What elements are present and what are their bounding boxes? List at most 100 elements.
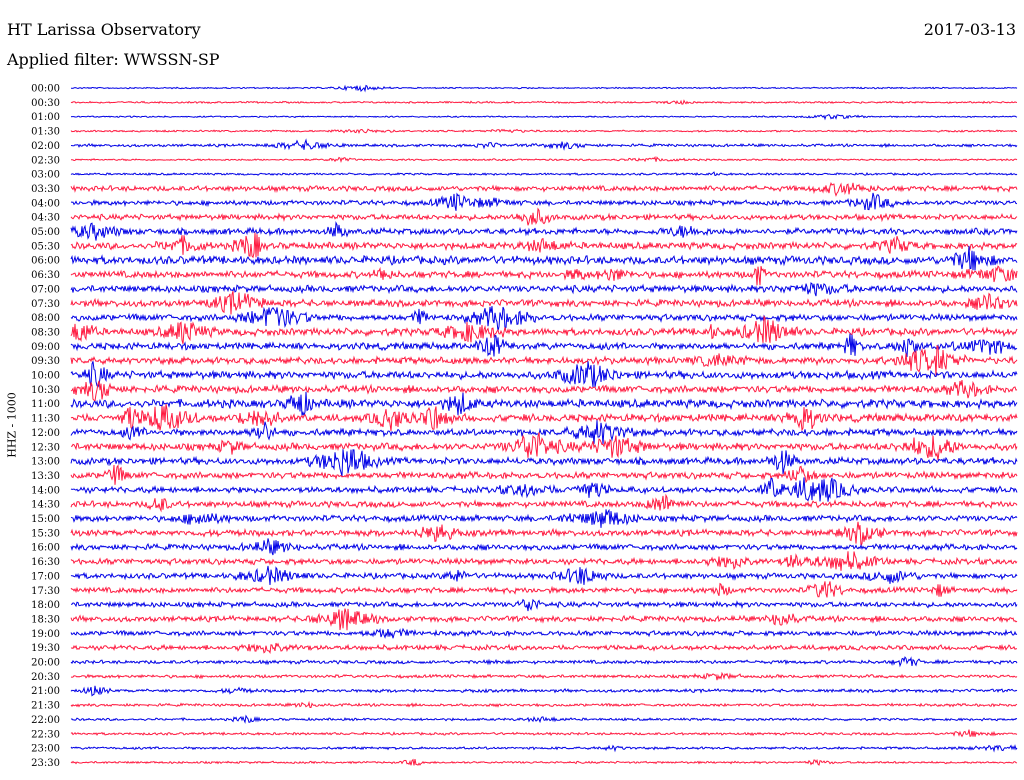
record-date: 2017-03-13 bbox=[923, 20, 1016, 39]
row-label: 08:30 bbox=[31, 327, 60, 338]
row-label: 23:30 bbox=[31, 758, 60, 769]
trace-line bbox=[70, 420, 1018, 445]
trace-line bbox=[70, 306, 1018, 332]
trace-line bbox=[70, 345, 1018, 377]
row-label: 04:00 bbox=[31, 198, 60, 209]
row-label: 06:30 bbox=[31, 270, 60, 281]
trace-line bbox=[70, 138, 1018, 151]
filter-label: Applied filter: WWSSN-SP bbox=[7, 50, 220, 69]
trace-line bbox=[70, 290, 1018, 315]
trace-line bbox=[70, 333, 1018, 358]
trace-line bbox=[70, 265, 1018, 286]
trace-line bbox=[70, 380, 1018, 402]
trace-line bbox=[70, 758, 1018, 766]
row-label: 19:30 bbox=[31, 643, 60, 654]
trace-line bbox=[71, 598, 1018, 612]
row-label: 14:00 bbox=[31, 485, 60, 496]
row-label: 11:30 bbox=[31, 414, 60, 425]
row-label: 17:30 bbox=[31, 586, 60, 597]
trace-line bbox=[70, 744, 1018, 753]
trace-line bbox=[70, 99, 1017, 105]
trace-line bbox=[70, 493, 1018, 513]
station-title: HT Larissa Observatory bbox=[7, 20, 201, 39]
trace-line bbox=[70, 521, 1018, 547]
trace-line bbox=[70, 627, 1018, 639]
trace-line bbox=[70, 608, 1018, 631]
trace-line bbox=[70, 220, 1018, 241]
row-label: 22:00 bbox=[31, 715, 60, 726]
row-label: 10:30 bbox=[31, 385, 60, 396]
row-label: 10:00 bbox=[31, 371, 60, 382]
row-label: 07:00 bbox=[31, 284, 60, 295]
row-label: 22:30 bbox=[31, 729, 60, 740]
row-label: 04:30 bbox=[31, 213, 60, 224]
row-label: 07:30 bbox=[31, 299, 60, 310]
trace-line bbox=[70, 192, 1018, 211]
trace-line bbox=[70, 391, 1018, 418]
row-label: 02:00 bbox=[31, 141, 60, 152]
row-label: 11:00 bbox=[31, 399, 60, 410]
trace-line bbox=[70, 700, 1018, 708]
trace-line bbox=[70, 464, 1018, 485]
row-label: 05:00 bbox=[31, 227, 60, 238]
trace-line bbox=[70, 315, 1018, 345]
trace-line bbox=[71, 156, 1018, 164]
row-label: 12:30 bbox=[31, 442, 60, 453]
trace-line bbox=[70, 671, 1018, 681]
trace-line bbox=[70, 714, 1018, 724]
row-label: 12:00 bbox=[31, 428, 60, 439]
trace-line bbox=[70, 685, 1018, 697]
row-label: 13:30 bbox=[31, 471, 60, 482]
row-label: 02:30 bbox=[31, 155, 60, 166]
row-label: 18:30 bbox=[31, 614, 60, 625]
row-label: 01:00 bbox=[31, 112, 60, 123]
row-label: 18:00 bbox=[31, 600, 60, 611]
trace-line bbox=[70, 171, 1018, 176]
row-label: 21:30 bbox=[31, 701, 60, 712]
trace-line bbox=[70, 245, 1018, 271]
row-label: 09:00 bbox=[31, 342, 60, 353]
row-label: 03:00 bbox=[31, 170, 60, 181]
trace-line bbox=[70, 113, 1018, 121]
trace-line bbox=[70, 581, 1018, 598]
trace-line bbox=[70, 477, 1018, 502]
trace-line bbox=[70, 361, 1018, 388]
trace-line bbox=[70, 565, 1018, 586]
trace-line bbox=[70, 232, 1018, 259]
trace-line bbox=[70, 551, 1018, 571]
row-label: 06:00 bbox=[31, 256, 60, 267]
row-label: 23:00 bbox=[31, 744, 60, 755]
row-label: 00:00 bbox=[31, 84, 60, 95]
trace-line bbox=[70, 282, 1018, 297]
trace-line bbox=[71, 432, 1018, 461]
row-label: 17:00 bbox=[31, 571, 60, 582]
trace-line bbox=[70, 729, 1018, 738]
row-label: 03:30 bbox=[31, 184, 60, 195]
row-label: 09:30 bbox=[31, 356, 60, 367]
trace-line bbox=[70, 538, 1018, 556]
row-label: 16:30 bbox=[31, 557, 60, 568]
row-label: 19:00 bbox=[31, 629, 60, 640]
row-label: 15:30 bbox=[31, 528, 60, 539]
row-label: 21:00 bbox=[31, 686, 60, 697]
row-label: 05:30 bbox=[31, 241, 60, 252]
row-label: 16:00 bbox=[31, 543, 60, 554]
row-label: 01:30 bbox=[31, 127, 60, 138]
row-label: 15:00 bbox=[31, 514, 60, 525]
trace-line bbox=[70, 656, 1018, 668]
row-label: 14:30 bbox=[31, 500, 60, 511]
trace-line bbox=[70, 508, 1018, 528]
row-label: 20:30 bbox=[31, 672, 60, 683]
trace-line bbox=[70, 128, 1017, 135]
trace-line bbox=[70, 207, 1018, 226]
row-label: 00:30 bbox=[31, 98, 60, 109]
trace-line bbox=[70, 84, 1018, 93]
trace-line bbox=[70, 181, 1018, 197]
row-label: 20:00 bbox=[31, 658, 60, 669]
trace-line bbox=[70, 403, 1018, 432]
row-label: 13:00 bbox=[31, 457, 60, 468]
trace-line bbox=[70, 642, 1018, 655]
row-label: 08:00 bbox=[31, 313, 60, 324]
trace-line bbox=[70, 449, 1018, 477]
